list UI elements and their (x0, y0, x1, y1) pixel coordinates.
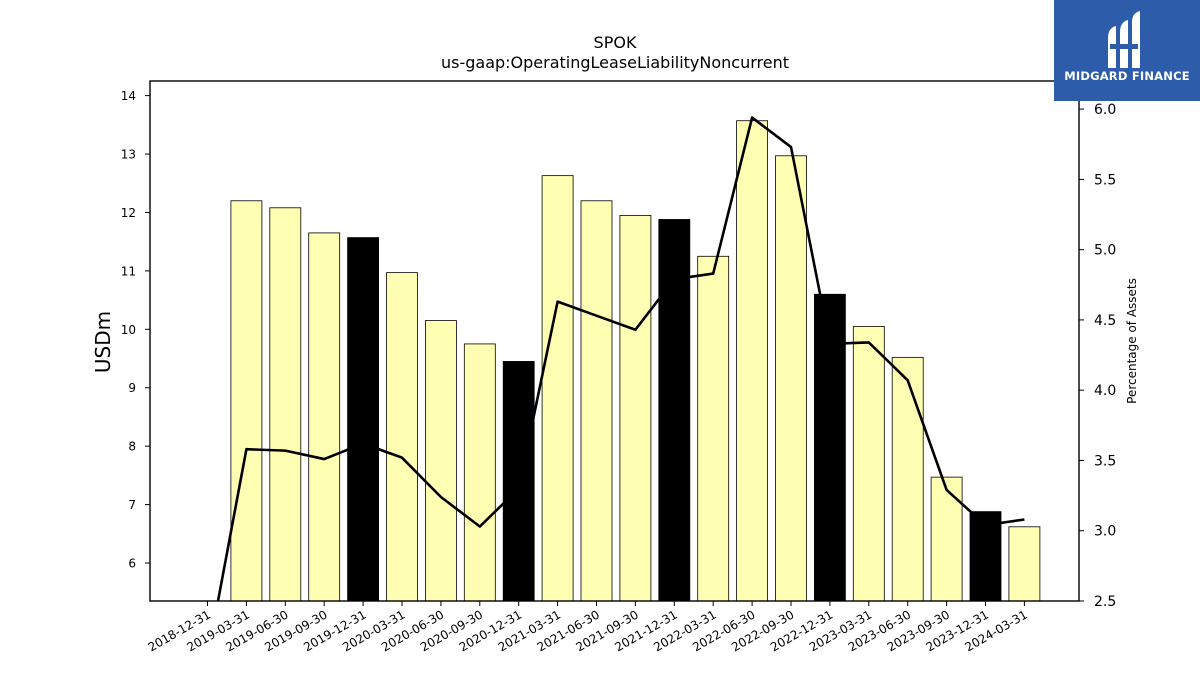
bar (580, 200, 613, 602)
bar (775, 155, 807, 602)
series-line (216, 116, 1025, 601)
y2-tick-label: 5.0 (1094, 243, 1116, 259)
y-tick-label: 7 (128, 498, 136, 512)
y-tick-label: 11 (121, 264, 136, 278)
bar (891, 356, 924, 602)
y-axis-label: USDm (91, 311, 115, 373)
bar (424, 320, 457, 602)
bar (1008, 526, 1041, 602)
y-tick-label: 13 (121, 148, 136, 162)
y2-tick-label: 2.5 (1094, 594, 1116, 610)
chart-subtitle: us-gaap:OperatingLeaseLiabilityNoncurren… (441, 53, 789, 72)
bar (463, 343, 496, 602)
y2-tick-label: 6.0 (1094, 102, 1116, 118)
bar (502, 361, 535, 602)
bar (736, 120, 768, 602)
y2-tick-label: 3.5 (1094, 453, 1116, 469)
bar (541, 175, 574, 602)
bar (814, 293, 846, 602)
chart-title: SPOK (594, 33, 637, 52)
bar (230, 200, 263, 602)
bar (347, 237, 380, 602)
bar (969, 511, 1002, 602)
bar (852, 325, 885, 602)
y-tick-label: 12 (121, 206, 136, 220)
brand-name: MIDGARD FINANCE (1064, 69, 1190, 83)
bar (386, 272, 418, 602)
bar (930, 476, 963, 602)
y-tick-label: 6 (128, 557, 136, 571)
y-tick-label: 8 (128, 440, 136, 454)
y2-tick-label: 3.0 (1094, 524, 1116, 540)
y-tick-label: 14 (121, 89, 136, 103)
midgard-logo-icon (1108, 11, 1140, 68)
bar (697, 255, 730, 602)
y2-tick-label: 4.5 (1094, 313, 1116, 329)
y2-axis-label: Percentage of Assets (1125, 278, 1139, 404)
y-tick-label: 10 (121, 323, 136, 337)
bar (619, 214, 652, 602)
y2-tick-label: 4.0 (1094, 383, 1116, 399)
plot-area: 678910111213142.53.03.54.04.55.05.56.020… (121, 80, 1116, 654)
bar (658, 219, 691, 602)
plot-frame (149, 80, 1080, 602)
bar (308, 232, 341, 602)
y2-tick-label: 5.5 (1094, 172, 1116, 188)
y-tick-label: 9 (128, 381, 136, 395)
bar (269, 207, 302, 602)
